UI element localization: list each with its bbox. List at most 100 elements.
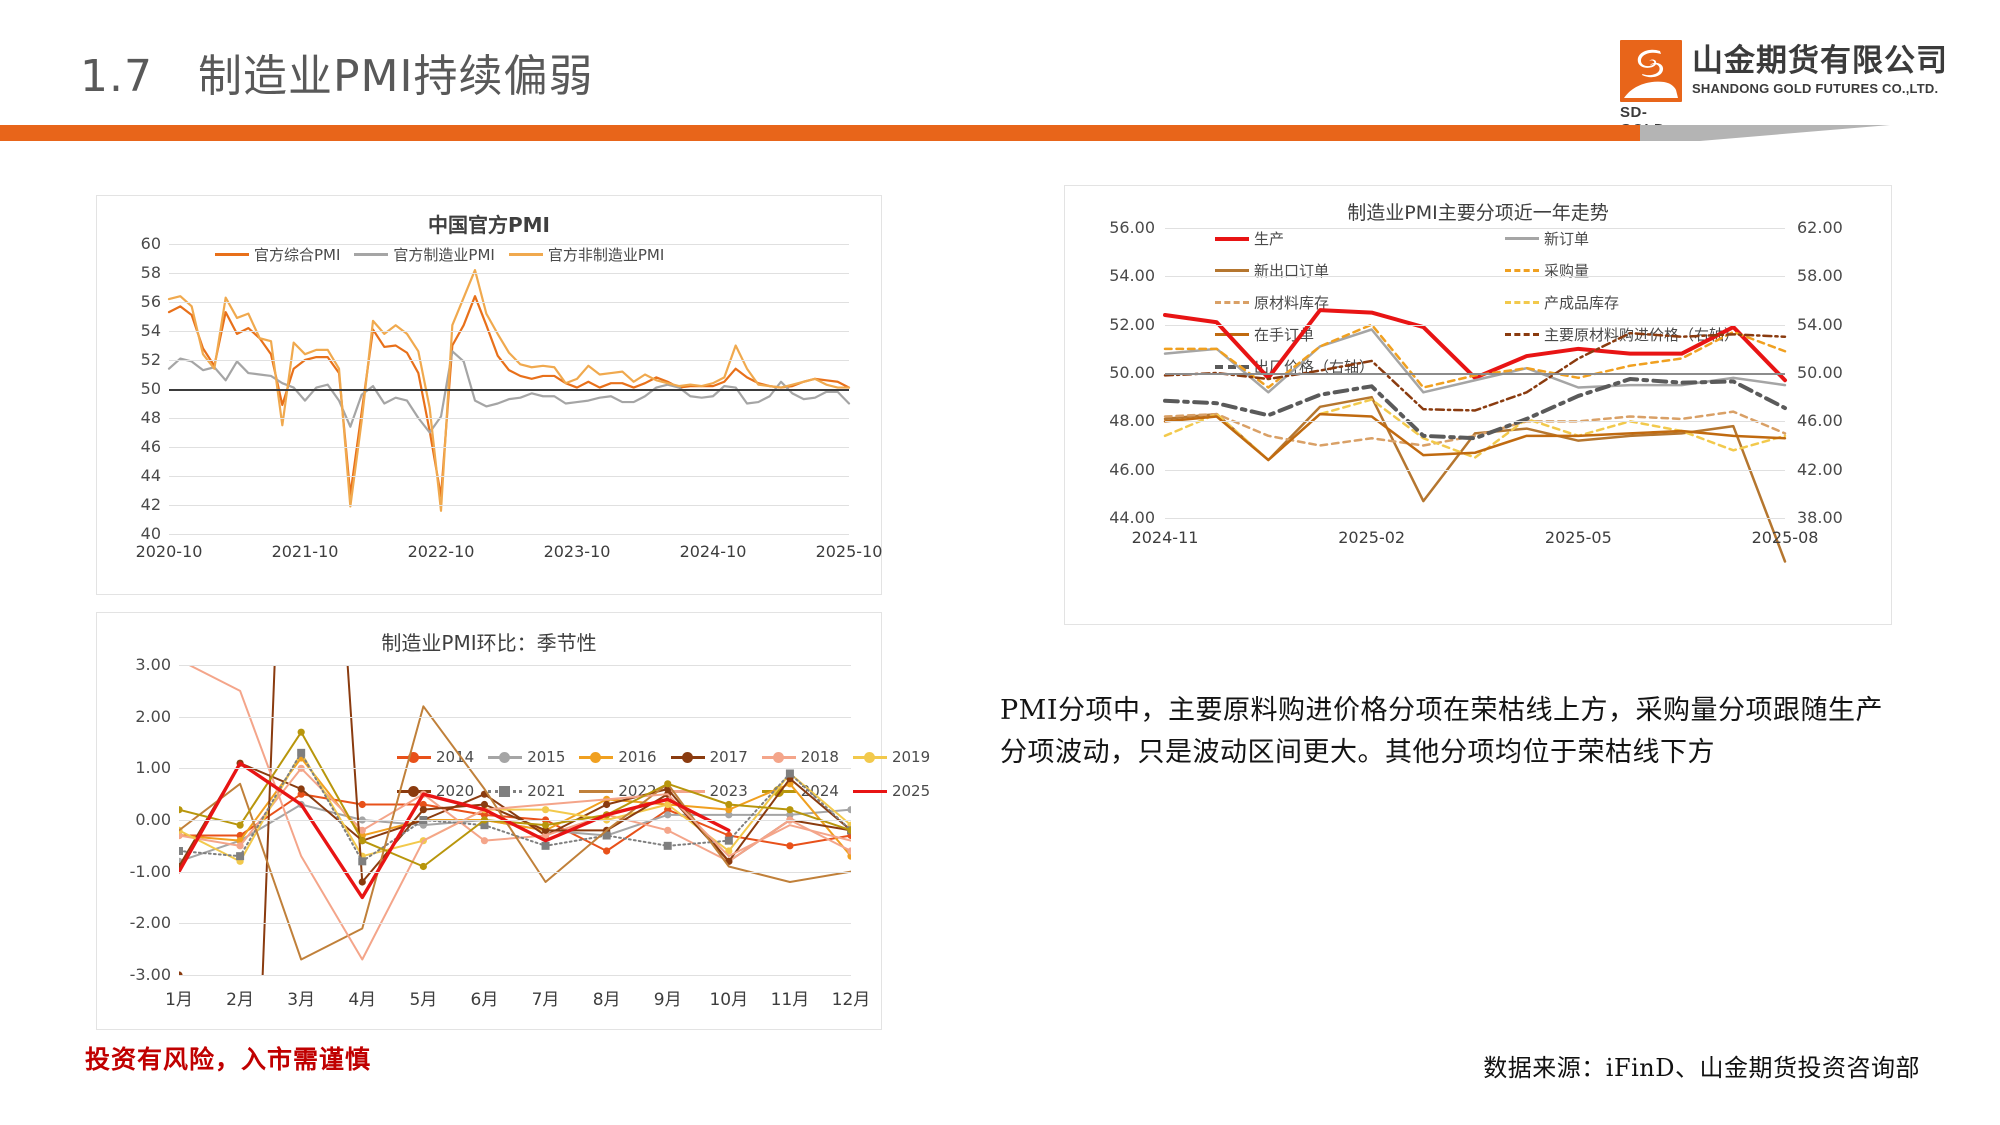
gridline	[1165, 421, 1785, 423]
legend-item: 2025	[852, 782, 930, 800]
axis-tick-label: 6月	[470, 990, 499, 1010]
data-source: 数据来源：iFinD、山金期货投资咨询部	[1483, 1054, 1920, 1082]
legend-item: 新出口订单	[1215, 260, 1491, 281]
gridline	[1165, 276, 1785, 278]
legend-item: 2016	[579, 748, 657, 766]
legend-label: 2016	[618, 748, 657, 766]
chart2-title: 制造业PMI环比：季节性	[381, 631, 597, 655]
axis-tick-label: 50.00	[1109, 363, 1155, 382]
legend-swatch-icon	[354, 253, 389, 256]
legend-swatch-icon	[508, 253, 543, 256]
chart-official-pmi: 中国官方PMI 官方综合PMI 官方制造业PMI 官方非制造业PMI 40 42 44 4…	[96, 195, 882, 595]
legend-label: 2018	[800, 748, 839, 766]
axis-tick-label: 60	[140, 234, 161, 253]
company-logo: SD-GOLD 山金期货有限公司 SHANDONG GOLD FUTURES C…	[1620, 40, 1948, 138]
legend-swatch-icon	[488, 752, 523, 763]
legend-label: 2019	[891, 748, 931, 766]
gridline	[169, 534, 849, 535]
gridline	[169, 360, 849, 361]
legend-swatch-icon	[1505, 269, 1539, 272]
gridline	[169, 447, 849, 448]
legend-swatch-icon	[1505, 301, 1539, 304]
axis-tick-label: 54.00	[1109, 266, 1155, 286]
legend-item: 产成品库存	[1505, 292, 1851, 313]
gridline	[169, 244, 849, 245]
axis-tick-label: 2025-10	[815, 542, 883, 561]
axis-tick-label: 2.00	[135, 706, 171, 726]
axis-tick-label: 2022-10	[407, 542, 475, 561]
legend-swatch-icon	[579, 752, 614, 763]
commentary-text: PMI分项中，主要原料购进价格分项在荣枯线上方，采购量分项跟随生产分项波动，只是…	[1000, 695, 1883, 768]
axis-tick-label: -3.00	[129, 965, 171, 984]
axis-tick-label: 9月	[653, 990, 682, 1010]
axis-tick-label: 3月	[287, 990, 316, 1010]
legend-swatch-icon	[670, 752, 705, 763]
axis-tick-label: 42.00	[1797, 459, 1843, 479]
gridline	[1165, 469, 1785, 471]
axis-tick-label: -2.00	[129, 913, 171, 933]
gridline	[179, 768, 851, 770]
gridline	[179, 871, 851, 873]
chart-pmi-seasonality: 制造业PMI环比：季节性 2014 2015 2016 2017 2018 2019 202…	[96, 612, 930, 1030]
axis-tick-label: 52.00	[1109, 314, 1155, 334]
legend-swatch-icon	[1505, 237, 1539, 240]
legend-swatch-icon	[579, 789, 614, 793]
chart-pmi-subindex: 制造业PMI主要分项近一年走势 生产 新订单 新出口订单 采购量 原材料库存 产成品库存在…	[1064, 185, 1892, 625]
axis-tick-label: 48	[140, 408, 161, 427]
gridline	[179, 665, 851, 666]
axis-tick-label: 12月	[831, 990, 871, 1010]
axis-tick-label: 1月	[165, 990, 193, 1010]
axis-tick-label: 2月	[226, 990, 254, 1010]
legend-label: 官方综合PMI	[254, 246, 341, 264]
legend-item: 采购量	[1505, 260, 1851, 281]
gridline	[179, 975, 851, 976]
chart3-plot-area	[1163, 228, 1787, 563]
chart1-title: 中国官方PMI	[427, 213, 550, 237]
legend-label: 新订单	[1544, 230, 1590, 248]
legend-swatch-icon	[1215, 301, 1249, 304]
legend-item: 原材料库存	[1215, 292, 1491, 313]
gridline	[1165, 518, 1785, 519]
chart1-plot-area	[167, 244, 851, 535]
gridline	[1165, 228, 1785, 229]
axis-tick-label: 52	[140, 350, 161, 369]
axis-tick-label: 2025-05	[1544, 528, 1612, 547]
axis-tick-label: 48.00	[1109, 411, 1155, 431]
legend-item: 2015	[488, 748, 565, 766]
logo-company-cn: 山金期货有限公司	[1692, 43, 1948, 79]
axis-tick-label: 2020-10	[135, 542, 203, 561]
legend-swatch-icon	[397, 752, 431, 763]
axis-tick-label: 46.00	[1109, 459, 1155, 479]
gridline	[179, 716, 851, 718]
legend-item: 2020	[397, 782, 474, 800]
legend-item: 官方综合PMI	[215, 244, 340, 265]
swirl-icon	[1637, 49, 1664, 78]
legend-label: 新出口订单	[1254, 262, 1330, 280]
chart1-legend: 官方综合PMI 官方制造业PMI 官方非制造业PMI	[215, 244, 678, 265]
legend-swatch-icon	[852, 752, 887, 763]
gridline	[169, 331, 849, 332]
axis-tick-label: 11月	[770, 990, 810, 1010]
legend-item: 2017	[670, 748, 748, 766]
legend-swatch-icon	[852, 789, 887, 793]
legend-label: 2023	[709, 782, 748, 800]
legend-swatch-icon	[1215, 364, 1249, 369]
divider-gray-taper	[1640, 125, 1890, 141]
axis-tick-label: 54.00	[1797, 314, 1843, 334]
axis-tick-label: 44.00	[1109, 508, 1155, 527]
legend-swatch-icon	[1505, 333, 1539, 336]
axis-tick-label: 3.00	[135, 655, 171, 674]
gridline	[1165, 324, 1785, 326]
gridline	[179, 923, 851, 925]
axis-tick-label: 7月	[531, 990, 560, 1010]
axis-tick-label: 50	[140, 379, 161, 398]
sd-gold-logo-mark	[1620, 40, 1682, 102]
legend-swatch-icon	[761, 752, 796, 763]
axis-tick-label: 46.00	[1797, 411, 1843, 431]
legend-swatch-icon	[761, 786, 796, 797]
threshold-line-50	[169, 389, 849, 391]
axis-tick-label: 38.00	[1797, 508, 1843, 527]
axis-tick-label: 4月	[348, 990, 377, 1010]
legend-label: 产成品库存	[1544, 294, 1620, 312]
